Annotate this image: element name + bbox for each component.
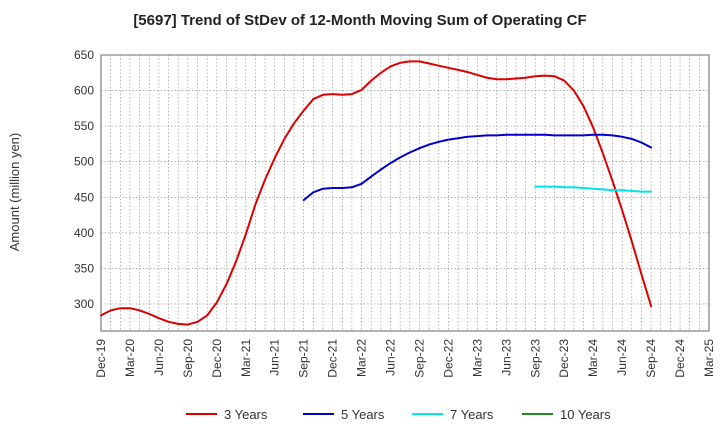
y-tick-label: 400 [74, 226, 94, 240]
y-tick-label: 650 [74, 48, 94, 62]
x-tick-label: Mar-25 [702, 339, 716, 377]
x-tick-label: Dec-20 [210, 339, 224, 378]
y-tick-label: 500 [74, 155, 94, 169]
x-tick-label: Mar-24 [586, 339, 600, 377]
series-line-7-years [534, 185, 653, 193]
y-tick-label: 600 [74, 84, 94, 98]
x-tick-label: Sep-22 [412, 339, 426, 378]
x-tick-label: Jun-20 [152, 339, 166, 376]
series-line-3-years [100, 60, 653, 326]
x-axis-ticks: Dec-19 Mar-20 Jun-20 Sep-20 Dec-20 Mar-21 Jun-… [94, 339, 716, 378]
x-tick-label: Dec-24 [673, 339, 687, 378]
y-tick-label: 450 [74, 190, 94, 204]
x-tick-label: Mar-23 [470, 339, 484, 377]
legend: 3 Years 5 Years 7 Years 10 Years [186, 407, 611, 422]
x-tick-label: Sep-24 [644, 339, 658, 378]
legend-label-7-years: 7 Years [450, 407, 494, 422]
grid-lines [101, 54, 709, 331]
series-line-5-years [302, 133, 653, 202]
plot-area [100, 54, 710, 332]
x-tick-label: Jun-24 [615, 339, 629, 376]
x-tick-label: Sep-20 [181, 339, 195, 378]
y-tick-label: 550 [74, 119, 94, 133]
x-tick-label: Sep-21 [297, 339, 311, 378]
y-axis-ticks: 300 350 400 450 500 550 600 650 [74, 48, 94, 311]
x-tick-label: Dec-23 [557, 339, 571, 378]
x-tick-label: Mar-22 [355, 339, 369, 377]
x-tick-label: Mar-21 [239, 339, 253, 377]
x-tick-label: Sep-23 [528, 339, 542, 378]
x-tick-label: Jun-23 [499, 339, 513, 376]
legend-label-10-years: 10 Years [560, 407, 611, 422]
x-tick-label: Jun-22 [384, 339, 398, 376]
x-tick-label: Jun-21 [268, 339, 282, 376]
legend-label-5-years: 5 Years [341, 407, 385, 422]
chart-title: [5697] Trend of StDev of 12-Month Moving… [133, 12, 587, 29]
x-tick-label: Dec-21 [326, 339, 340, 378]
x-tick-label: Mar-20 [123, 339, 137, 377]
y-axis-label: Amount (million yen) [7, 133, 22, 252]
x-tick-label: Dec-19 [94, 339, 108, 378]
legend-label-3-years: 3 Years [224, 407, 268, 422]
series-lines [100, 60, 653, 326]
y-tick-label: 300 [74, 297, 94, 311]
x-tick-label: Dec-22 [441, 339, 455, 378]
y-tick-label: 350 [74, 261, 94, 275]
